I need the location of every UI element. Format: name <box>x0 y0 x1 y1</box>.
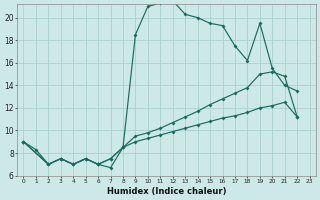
X-axis label: Humidex (Indice chaleur): Humidex (Indice chaleur) <box>107 187 226 196</box>
